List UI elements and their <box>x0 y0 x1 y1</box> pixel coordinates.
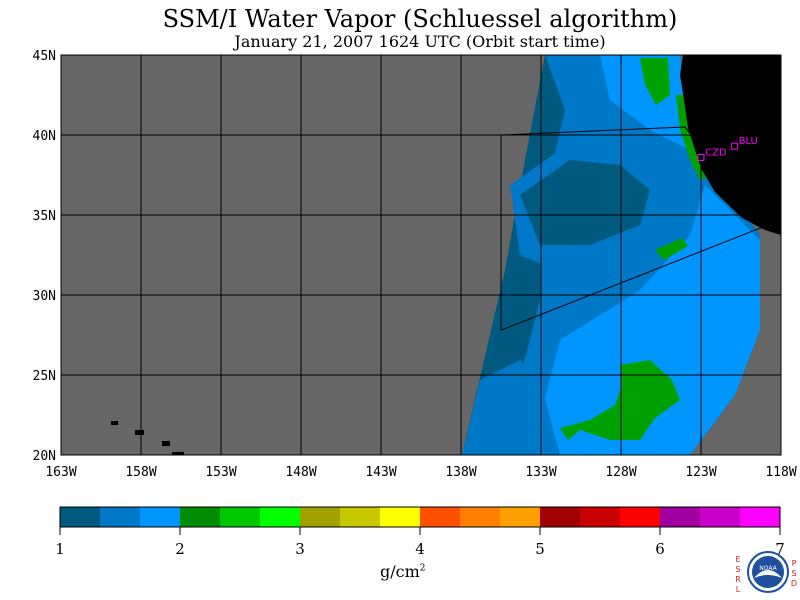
logo-letter: R <box>735 575 741 584</box>
wv-patch-south <box>560 360 680 440</box>
lat-label: 20N <box>33 449 56 464</box>
colorbar-bin <box>220 507 261 527</box>
lat-label: 30N <box>33 289 56 304</box>
lat-lon-grid <box>61 55 781 455</box>
logo-letter: S <box>735 565 740 574</box>
hawaii-island-maui <box>162 441 170 446</box>
lat-label: 40N <box>33 129 56 144</box>
colorbar-bin <box>620 507 661 527</box>
logo-letter: D <box>791 579 797 588</box>
lon-label: 163W <box>45 465 76 480</box>
colorbar-tick-label: 2 <box>175 540 185 558</box>
colorbar-tick-label: 6 <box>655 540 665 558</box>
colorbar-bin <box>700 507 741 527</box>
lat-label: 25N <box>33 369 56 384</box>
colorbar-tick-label: 3 <box>295 540 305 558</box>
colorbar-bin <box>660 507 701 527</box>
colorbar-bin <box>460 507 501 527</box>
logo-letter: E <box>735 555 740 564</box>
station-marker <box>731 142 739 150</box>
colorbar-bin <box>740 507 781 527</box>
hawaii-island-big <box>172 452 184 455</box>
logo-letter: L <box>736 585 741 594</box>
colorbar-tick-label: 1 <box>55 540 65 558</box>
station-marker <box>697 153 705 161</box>
lon-label: 148W <box>285 465 316 480</box>
noaa-badge-text: NOAA <box>759 565 777 572</box>
land-north-america <box>680 55 781 235</box>
hawaii-island-oahu <box>135 430 144 435</box>
colorbar-bin <box>260 507 301 527</box>
lon-label: 138W <box>445 465 476 480</box>
swath-south-edge <box>462 360 560 455</box>
colorbar-units: g/cm2 <box>380 562 426 581</box>
psd-letters: PSD <box>791 559 797 588</box>
colorbar-ticks: 1 2 3 4 5 6 7 <box>55 527 785 558</box>
map-title: SSM/I Water Vapor (Schluessel algorithm) <box>162 5 678 33</box>
lon-label: 158W <box>125 465 156 480</box>
station-label: BLU <box>739 136 758 147</box>
colorbar-tick-label: 7 <box>775 540 785 558</box>
colorbar-tick-label: 5 <box>535 540 545 558</box>
units-base: g/cm <box>380 562 420 581</box>
logo-letter: P <box>792 559 797 568</box>
units-exponent: 2 <box>419 563 426 574</box>
map-frame <box>60 54 782 456</box>
lon-label: 143W <box>365 465 396 480</box>
lon-label: 128W <box>605 465 636 480</box>
logo-letter: S <box>791 569 796 578</box>
lon-label: 153W <box>205 465 236 480</box>
lon-label: 118W <box>765 465 796 480</box>
map-subtitle: January 21, 2007 1624 UTC (Orbit start t… <box>234 32 606 51</box>
swath-moist-core <box>530 185 760 455</box>
lat-label: 45N <box>33 49 56 64</box>
map-field: CZD BLU <box>61 55 781 455</box>
wv-patch-north <box>640 58 670 105</box>
colorbar-bin <box>580 507 621 527</box>
hawaii-island-kauai <box>111 421 118 425</box>
colorbar-bin <box>340 507 381 527</box>
colorbar-bin <box>100 507 141 527</box>
latitude-labels: 20N 25N 30N 35N 40N 45N <box>33 49 56 464</box>
station-label: CZD <box>705 147 727 158</box>
lon-label: 123W <box>685 465 716 480</box>
longitude-labels: 163W 158W 153W 148W 143W 138W 133W 128W 123W 118W <box>45 465 796 480</box>
colorbar-bin <box>180 507 221 527</box>
wv-patch-central <box>655 238 688 260</box>
colorbar-bin <box>300 507 341 527</box>
colorbar-tick-label: 4 <box>415 540 425 558</box>
colorbar-bin <box>140 507 181 527</box>
colorbar-bin <box>420 507 461 527</box>
analysis-region-outline <box>500 126 766 331</box>
lon-label: 133W <box>525 465 556 480</box>
station-markers: CZD BLU <box>697 136 758 161</box>
colorbar <box>60 507 781 527</box>
lat-label: 35N <box>33 209 56 224</box>
colorbar-bin <box>540 507 581 527</box>
colorbar-bin <box>380 507 421 527</box>
swath-core-dry <box>520 160 650 245</box>
noaa-bird-icon <box>754 570 782 578</box>
colorbar-bin <box>500 507 541 527</box>
colorbar-bin <box>60 507 101 527</box>
